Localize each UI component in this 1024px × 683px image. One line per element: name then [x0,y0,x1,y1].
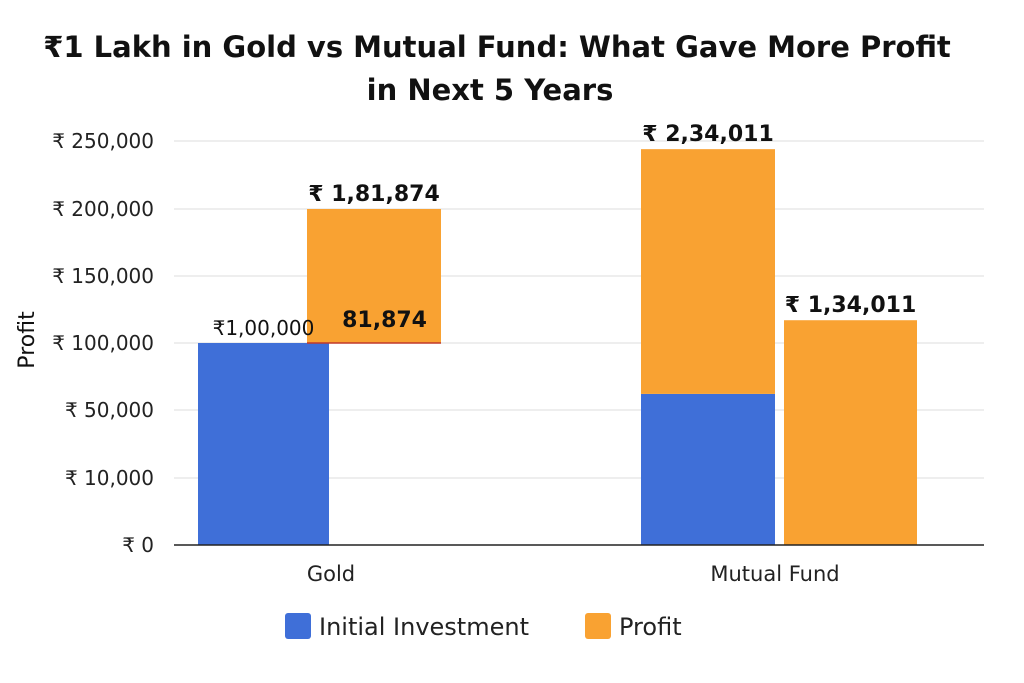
y-axis-ticks: ₹ 0 ₹ 10,000 ₹ 50,000 ₹ 100,000 ₹ 150,000 ₹ 2… [52,129,154,557]
y-tick-label: ₹ 0 [122,533,154,557]
category-labels: Gold Mutual Fund [307,562,840,586]
profit-bar-mutual-fund [784,320,917,545]
bar-top-label: ₹ 1,34,011 [785,293,917,318]
profit-bar-gold [307,209,441,343]
y-tick-label: ₹ 200,000 [52,197,154,221]
category-label: Mutual Fund [710,562,839,586]
y-tick-label: ₹ 150,000 [52,264,154,288]
profit-bar-mutual-fund [641,149,775,394]
legend-swatch [585,613,611,639]
y-tick-label: ₹ 100,000 [52,331,154,355]
initial-investment-bar-gold [198,343,329,545]
legend-label: Initial Investment [319,613,529,641]
y-tick-label: ₹ 10,000 [65,466,154,490]
legend: Initial Investment Profit [285,613,682,641]
chart-title-line-2: in Next 5 Years [367,73,614,107]
initial-investment-bar-mutual-fund [641,393,775,545]
bar-top-label: ₹1,00,000 [213,316,315,340]
legend-label: Profit [619,613,682,641]
chart-title-line-1: ₹1 Lakh in Gold vs Mutual Fund: What Gav… [43,30,951,64]
category-label: Gold [307,562,355,586]
y-tick-label: ₹ 50,000 [65,398,154,422]
y-tick-label: ₹ 250,000 [52,129,154,153]
bar-top-label: ₹ 2,34,011 [642,122,774,147]
data-labels: ₹1,00,000 ₹ 1,81,874 81,874 ₹ 2,34,011 ₹ 1,3… [213,122,917,340]
bar-top-label: ₹ 1,81,874 [308,182,440,207]
bars [198,149,917,545]
bar-inner-label: 81,874 [342,308,427,333]
legend-swatch [285,613,311,639]
y-axis-label: Profit [15,311,40,369]
